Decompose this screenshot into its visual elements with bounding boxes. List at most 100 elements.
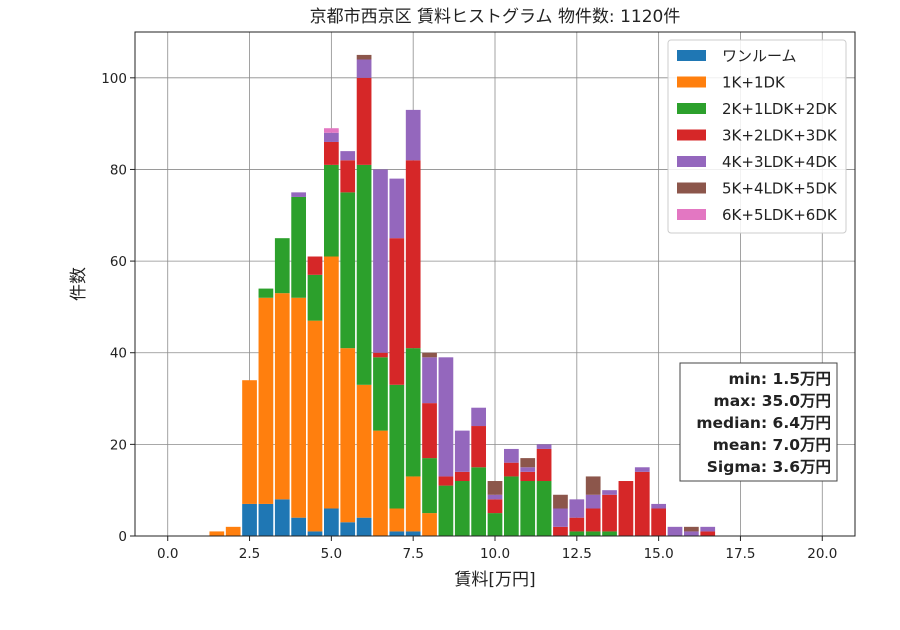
bar-segment (471, 407, 486, 427)
x-tick-label: 20.0 (807, 546, 837, 562)
bar-segment (585, 508, 601, 532)
bar-segment (324, 132, 339, 142)
bar-segment (389, 384, 405, 509)
bar-segment (569, 517, 585, 532)
bar-segment (422, 513, 437, 536)
bar-segment (520, 467, 536, 472)
bar-segment (373, 169, 388, 353)
bar-segment (405, 476, 421, 532)
bar-segment (324, 164, 339, 257)
bar-segment (585, 531, 601, 536)
bars (209, 54, 716, 536)
bar-segment (553, 508, 568, 527)
bar-segment (324, 508, 339, 536)
bar-segment (324, 141, 339, 165)
bar-segment (471, 467, 486, 536)
bar-segment (389, 508, 405, 532)
bar-segment (291, 196, 306, 298)
bar-segment (487, 499, 503, 514)
bar-segment (274, 238, 290, 294)
bar-segment (700, 526, 716, 532)
bar-segment (389, 531, 405, 536)
bar-segment (389, 178, 405, 239)
bar-segment (340, 160, 356, 193)
bar-segment (602, 531, 617, 536)
legend-label: 2K+1LDK+2DK (722, 100, 838, 118)
bar-segment (291, 297, 306, 518)
bar-segment (258, 297, 274, 504)
bar-segment (700, 531, 716, 536)
stats-median: median: 6.4万円 (696, 414, 831, 432)
x-tick-label: 0.0 (157, 546, 178, 562)
bar-segment (684, 526, 699, 532)
bar-segment (356, 517, 372, 536)
bar-segment (618, 481, 634, 536)
bar-segment (356, 77, 372, 165)
bar-segment (340, 348, 356, 523)
legend-swatch (677, 182, 706, 194)
y-tick-label: 0 (118, 529, 127, 545)
bar-segment (454, 430, 470, 472)
legend-swatch (677, 50, 706, 61)
bar-segment (520, 458, 536, 468)
bar-segment (405, 531, 421, 536)
bar-segment (454, 471, 470, 482)
bar-segment (602, 494, 617, 532)
legend-swatch (677, 156, 706, 167)
legend-label: 5K+4LDK+5DK (722, 180, 838, 198)
y-tick-label: 100 (101, 71, 127, 87)
bar-segment (373, 357, 388, 431)
chart-title: 京都市西京区 賃料ヒストグラム 物件数: 1120件 (310, 7, 681, 27)
y-axis-title: 件数 (69, 267, 89, 301)
x-tick-label: 7.5 (402, 546, 423, 562)
stats-mean: mean: 7.0万円 (713, 436, 831, 454)
bar-segment (340, 192, 356, 349)
bar-segment (667, 526, 683, 536)
y-tick-label: 40 (110, 346, 127, 362)
y-tick-label: 60 (110, 254, 127, 270)
bar-segment (487, 481, 503, 495)
legend-label: 4K+3LDK+4DK (722, 153, 838, 171)
bar-segment (520, 471, 536, 482)
legend-swatch (677, 103, 706, 114)
bar-segment (307, 531, 323, 536)
bar-segment (258, 503, 274, 536)
legend-label: ワンルーム (722, 47, 797, 65)
bar-segment (242, 503, 257, 536)
bar-segment (274, 499, 290, 536)
bar-segment (307, 320, 323, 532)
bar-segment (536, 444, 552, 449)
bar-segment (471, 426, 486, 468)
bar-segment (520, 481, 536, 536)
stats-box: min: 1.5万円 max: 35.0万円 median: 6.4万円 mea… (679, 362, 838, 482)
bar-segment (373, 352, 388, 358)
y-tick-label: 20 (110, 437, 127, 453)
bar-segment (340, 522, 356, 536)
bar-segment (422, 352, 437, 358)
legend-swatch (677, 76, 706, 88)
bar-segment (242, 380, 257, 504)
legend-swatch (677, 129, 706, 141)
bar-segment (536, 448, 552, 482)
bar-segment (258, 288, 274, 298)
bar-segment (356, 384, 372, 518)
bar-segment (356, 164, 372, 385)
x-axis-title: 賃料[万円] (454, 570, 535, 590)
bar-segment (684, 531, 699, 536)
bar-segment (422, 357, 437, 404)
bar-segment (356, 59, 372, 78)
legend-label: 1K+1DK (722, 74, 786, 92)
bar-segment (634, 467, 650, 472)
x-tick-label: 5.0 (321, 546, 342, 562)
y-axis-ticks: 0 20 40 60 80 100 (101, 71, 135, 545)
bar-segment (324, 256, 339, 509)
bar-segment (569, 531, 585, 536)
bar-segment (340, 151, 356, 161)
bar-segment (634, 471, 650, 536)
bar-segment (405, 348, 421, 477)
bar-segment (504, 448, 519, 463)
legend-swatch (677, 209, 706, 220)
bar-segment (651, 503, 666, 509)
bar-segment (569, 499, 585, 518)
